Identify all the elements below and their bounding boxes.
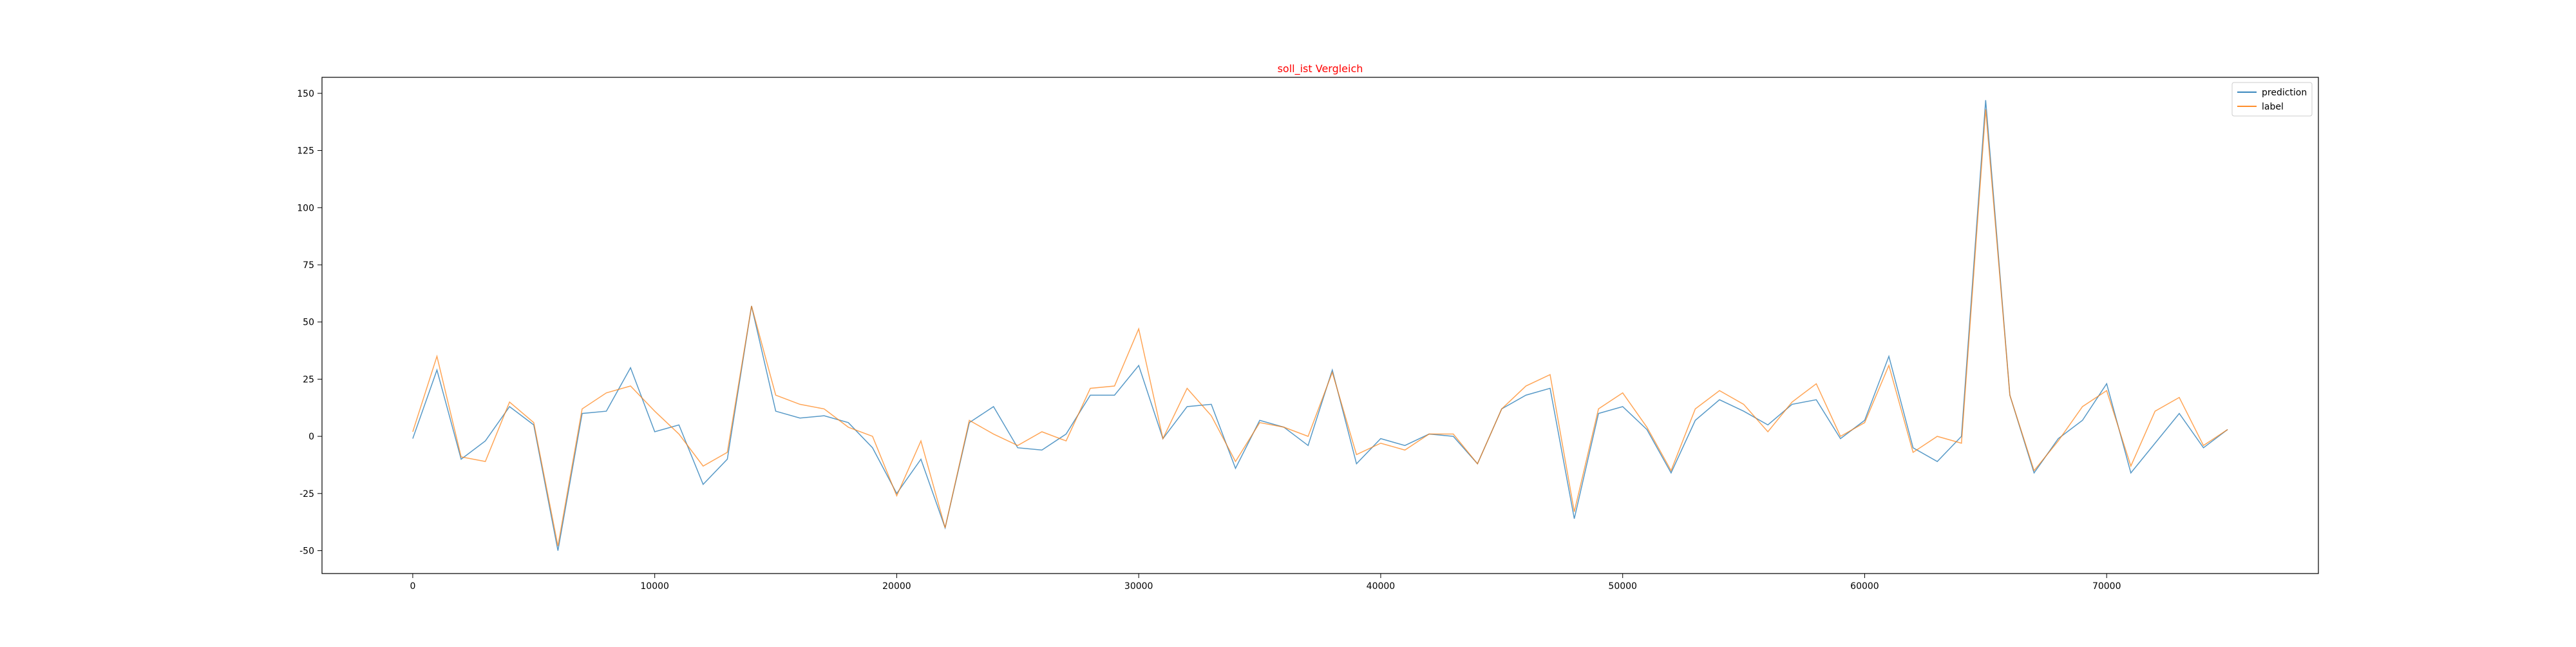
plot-area: 0 10000 20000 30000 40000 50000 60000 70000 -50 -… xyxy=(297,77,2319,592)
legend: prediction label xyxy=(2231,82,2313,117)
plot-frame xyxy=(321,77,2319,574)
y-tick-label: 25 xyxy=(303,374,314,385)
x-tick-label: 60000 xyxy=(1850,581,1879,592)
y-tick-label: -50 xyxy=(299,546,314,557)
series-line-label xyxy=(412,109,2228,546)
chart-title: soll_ist Vergleich xyxy=(1278,63,1363,75)
legend-label-prediction: prediction xyxy=(2262,88,2307,98)
y-tick-label: 100 xyxy=(297,203,314,213)
y-tick-label: 150 xyxy=(297,89,314,99)
y-tick-label: 0 xyxy=(308,432,314,442)
x-tick-label: 40000 xyxy=(1367,581,1396,592)
x-tick-label: 10000 xyxy=(640,581,669,592)
y-tick-label: 125 xyxy=(297,146,314,157)
x-tick-label: 0 xyxy=(410,581,415,592)
y-tick-label: 50 xyxy=(303,318,314,328)
legend-box xyxy=(2231,82,2313,117)
x-tick-label: 20000 xyxy=(882,581,911,592)
x-tick-label: 50000 xyxy=(1608,581,1637,592)
y-tick-label: 75 xyxy=(303,260,314,271)
x-tick-label: 30000 xyxy=(1124,581,1153,592)
y-tick-label: -25 xyxy=(299,489,314,499)
x-tick-label: 70000 xyxy=(2092,581,2121,592)
series-line-prediction xyxy=(412,100,2228,551)
legend-label-label: label xyxy=(2262,102,2284,112)
